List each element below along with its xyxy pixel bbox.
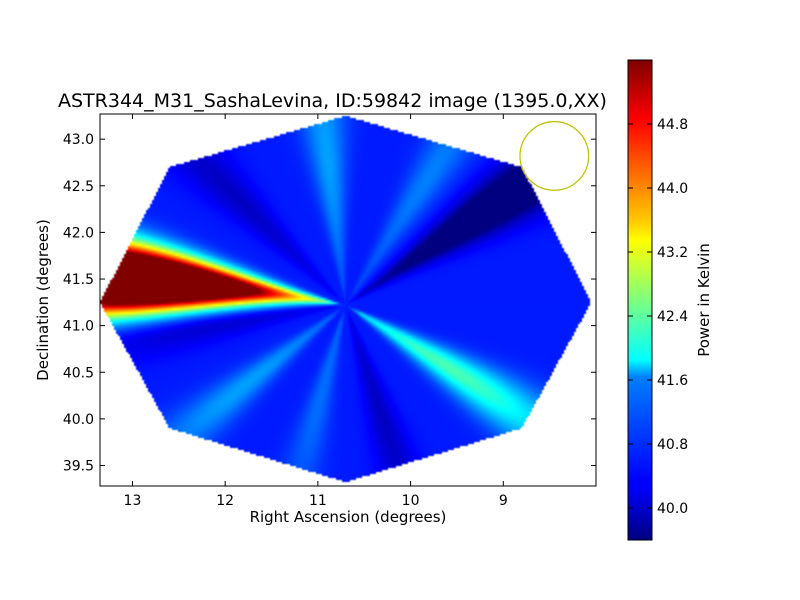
colorbar-tick-label: 44.0	[657, 181, 688, 197]
colorbar-tick-label: 40.8	[657, 437, 688, 453]
x-tick-label: 10	[402, 493, 420, 509]
y-tick-label: 40.5	[63, 365, 94, 381]
y-axis: 39.5 40.0 40.5 41.0 41.5 42.0 42.5 43.0	[63, 132, 596, 474]
y-axis-label: Declination (degrees)	[34, 219, 52, 381]
y-tick-label: 43.0	[63, 132, 94, 148]
x-tick-label: 12	[216, 493, 234, 509]
colorbar-tick-label: 43.2	[657, 245, 688, 261]
x-axis-label: Right Ascension (degrees)	[250, 508, 447, 526]
plot-frame	[99, 113, 597, 487]
x-tick-label: 11	[309, 493, 327, 509]
colorbar-label: Power in Kelvin	[695, 243, 713, 357]
colorbar-tick-label: 44.8	[657, 117, 688, 133]
colorbar-ticks: 40.0 40.8 41.6 42.4 43.2 44.0 44.8	[628, 117, 688, 517]
y-tick-label: 39.5	[63, 458, 94, 474]
colorbar-tick-label: 42.4	[657, 309, 688, 325]
heatmap-image	[100, 114, 596, 486]
beam-circle	[519, 121, 590, 191]
colorbar-tick-label: 41.6	[657, 373, 688, 389]
x-axis: 13 12 11 10 9	[124, 114, 508, 509]
chart-title: ASTR344_M31_SashaLevina, ID:59842 image …	[58, 90, 607, 112]
x-tick-label: 9	[499, 493, 508, 509]
y-tick-label: 40.0	[63, 412, 94, 428]
y-tick-label: 42.5	[63, 179, 94, 195]
colorbar-tick-label: 40.0	[657, 501, 688, 517]
y-tick-label: 42.0	[63, 225, 94, 241]
y-tick-label: 41.5	[63, 272, 94, 288]
y-tick-label: 41.0	[63, 319, 94, 335]
x-tick-label: 13	[124, 493, 142, 509]
plot-area	[100, 114, 596, 486]
colorbar	[627, 59, 653, 541]
